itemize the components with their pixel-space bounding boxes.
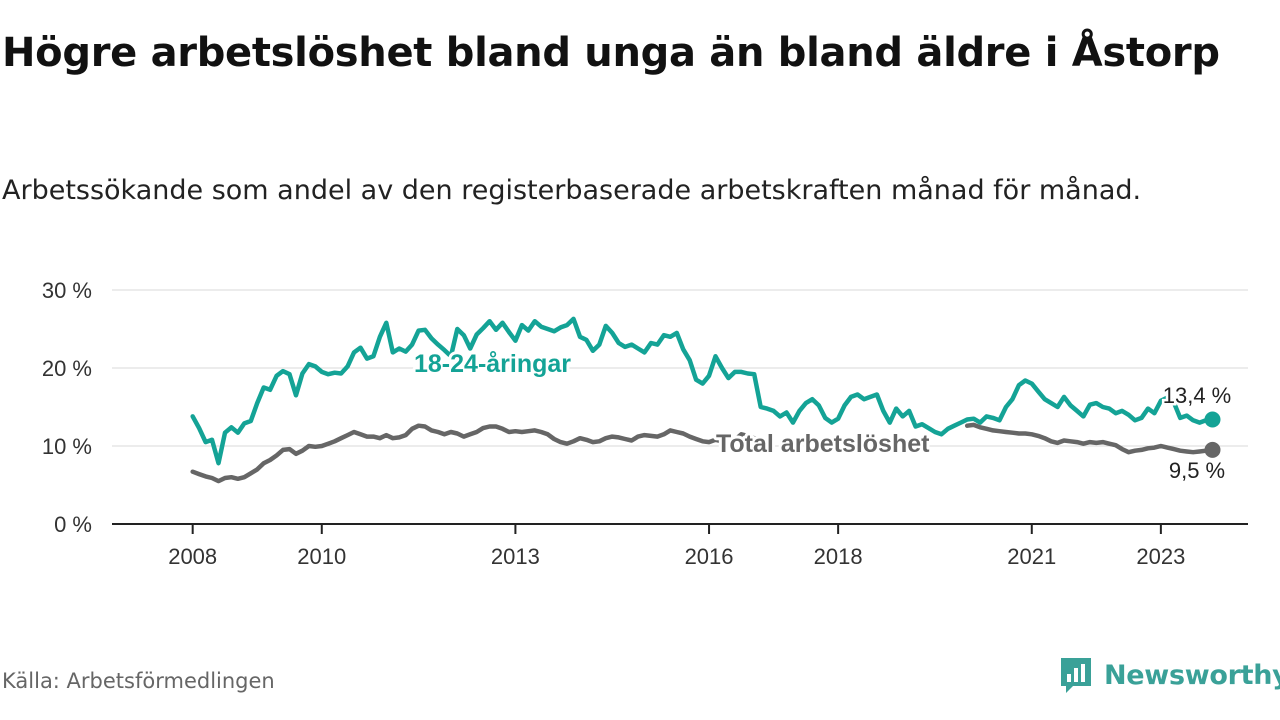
- end-value-label: 9,5 %: [1169, 458, 1225, 483]
- page-title: Högre arbetslöshet bland unga än bland ä…: [2, 30, 1220, 76]
- y-tick-label: 30 %: [42, 278, 92, 303]
- x-tick-label: 2021: [1007, 544, 1056, 569]
- series-label: 18-24-åringar: [414, 350, 571, 378]
- line-chart: 0 % 10 % 20 % 30 % 2008 2010 2013 2016 2018 2021 2…: [42, 278, 1248, 569]
- x-tick-label: 2010: [297, 544, 346, 569]
- labels: 18-24-åringar Total arbetslöshet 13,4 % 9,5…: [411, 347, 1234, 486]
- x-tick-label: 2013: [491, 544, 540, 569]
- brand-name: Newsworthy: [1104, 659, 1280, 691]
- y-tick-label: 10 %: [42, 434, 92, 459]
- series-label: Total arbetslöshet: [716, 430, 930, 458]
- series-line-young: [190, 316, 1215, 466]
- newsworthy-brand[interactable]: Newsworthy: [1058, 652, 1280, 698]
- y-tick-label: 0 %: [54, 512, 92, 537]
- grid-lines: [112, 289, 1248, 447]
- axes: 0 % 10 % 20 % 30 % 2008 2010 2013 2016 2018 2021 2…: [42, 278, 1248, 569]
- series: [190, 316, 1221, 484]
- series-end-point: [1204, 411, 1221, 428]
- x-tick-label: 2016: [685, 544, 734, 569]
- x-tick-label: 2023: [1136, 544, 1185, 569]
- series-line-total: [964, 422, 1215, 455]
- y-tick-label: 20 %: [42, 356, 92, 381]
- newsworthy-logo-icon: [1061, 658, 1091, 693]
- x-tick-label: 2018: [814, 544, 863, 569]
- end-value-label: 13,4 %: [1163, 383, 1232, 408]
- source-note: Källa: Arbetsförmedlingen: [2, 669, 275, 693]
- x-tick-label: 2008: [168, 544, 217, 569]
- series-end-point: [1204, 441, 1221, 458]
- page-subtitle: Arbetssökande som andel av den registerb…: [2, 175, 1142, 206]
- series-line-total: [190, 423, 770, 484]
